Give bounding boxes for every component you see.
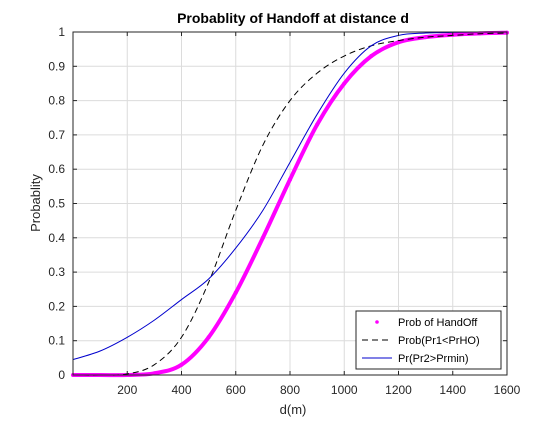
series-1-point xyxy=(423,35,428,40)
legend-swatch xyxy=(375,320,379,324)
series-1-point xyxy=(233,290,238,295)
y-tick-label: 1 xyxy=(58,25,65,39)
series-1-point xyxy=(396,40,401,45)
series-1-point xyxy=(369,54,374,59)
legend-box xyxy=(355,310,502,370)
legend-label: Prob of HandOff xyxy=(398,317,478,329)
y-tick-label: 0.7 xyxy=(48,128,65,142)
x-tick-label: 1200 xyxy=(385,383,412,397)
series-1-point xyxy=(179,362,184,367)
series-1-point xyxy=(342,81,347,86)
x-tick-label: 1400 xyxy=(439,383,466,397)
series-1-point xyxy=(260,235,265,240)
y-tick-label: 0.1 xyxy=(48,334,65,348)
series-1-point xyxy=(206,335,211,340)
legend: Prob of HandOff Prob(Pr1<PrHO) Pr(Pr2>Prmi… xyxy=(355,310,502,370)
series-1-point xyxy=(315,122,320,127)
x-axis-label: d(m) xyxy=(280,402,307,417)
x-tick-label: 200 xyxy=(117,383,137,397)
y-tick-label: 0.8 xyxy=(48,94,65,108)
x-tick-label: 600 xyxy=(226,383,246,397)
y-axis-label: Probablity xyxy=(28,174,43,232)
y-tick-label: 0.3 xyxy=(48,265,65,279)
y-tick-label: 0.5 xyxy=(48,197,65,211)
x-tick-label: 400 xyxy=(171,383,191,397)
y-tick-label: 0.4 xyxy=(48,231,65,245)
legend-label: Prob(Pr1<PrHO) xyxy=(398,335,480,347)
series-1-point xyxy=(152,371,157,376)
series-1-point xyxy=(288,177,292,182)
series-line-2 xyxy=(72,32,508,376)
series-line-3 xyxy=(72,31,508,361)
y-tick-label: 0.9 xyxy=(48,59,65,73)
x-tick-label: 1600 xyxy=(494,383,521,397)
y-tick-label: 0 xyxy=(58,368,65,382)
x-tick-label: 800 xyxy=(280,383,300,397)
y-tick-label: 0.2 xyxy=(48,299,65,313)
plot-area: 200 400 600 800 1000 1200 1400 1600 0 0.1 0.2 0.3 0.… xyxy=(48,25,520,397)
x-tick-label: 1000 xyxy=(331,383,358,397)
chart-title: Probablity of Handoff at distance d xyxy=(177,10,409,26)
legend-label: Pr(Pr2>Prmin) xyxy=(398,353,469,365)
y-tick-label: 0.6 xyxy=(48,162,65,176)
